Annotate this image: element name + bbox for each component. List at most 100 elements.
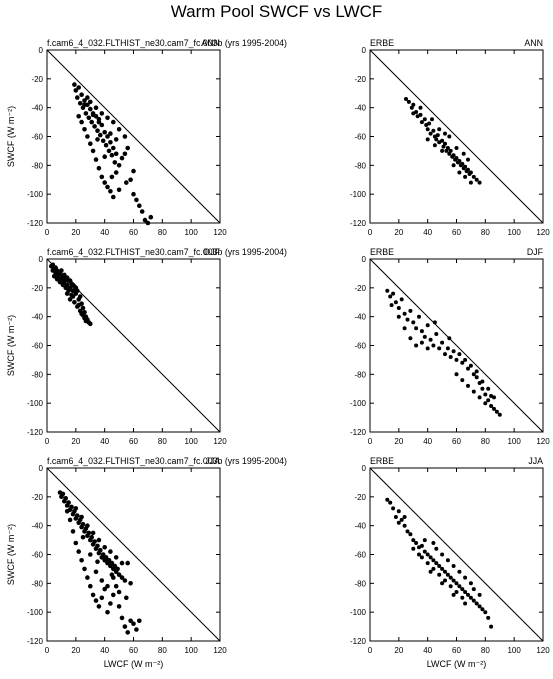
data-point (125, 630, 130, 635)
data-point (431, 128, 436, 133)
data-point (89, 534, 94, 540)
data-point (454, 372, 459, 377)
data-point (113, 555, 119, 560)
data-point (425, 346, 430, 351)
data-point (448, 575, 453, 580)
data-point (86, 530, 92, 536)
panel-left-label: ERBE (370, 38, 394, 48)
data-point (70, 529, 76, 534)
data-point (57, 279, 63, 285)
data-point (50, 262, 56, 268)
data-point (457, 584, 462, 589)
data-point (85, 575, 90, 580)
data-point (90, 148, 96, 154)
x-tick-label: 80 (158, 228, 167, 237)
data-point (128, 618, 133, 624)
data-point (451, 592, 456, 597)
data-point (422, 117, 427, 122)
x-tick-label: 40 (423, 646, 432, 655)
data-point (460, 378, 465, 383)
x-axis-label: LWCF (W m⁻²) (427, 659, 487, 669)
panel-3: 0 20 40 60 80 100 120 0 -20 -40 -60 -80 -100 -120 f.ca… (6, 247, 287, 446)
data-point (454, 146, 459, 150)
y-tick-label: -100 (350, 190, 367, 199)
data-point (63, 496, 68, 501)
x-tick-label: 60 (452, 228, 461, 237)
data-point (108, 131, 113, 136)
panel-right-label: JJA (205, 456, 220, 466)
data-point (396, 520, 401, 525)
data-point (427, 121, 432, 126)
data-point (131, 191, 136, 197)
data-point (69, 504, 74, 510)
data-point (113, 137, 119, 142)
data-point (109, 152, 115, 158)
data-point (148, 214, 154, 220)
data-point (471, 389, 476, 394)
data-point (67, 517, 73, 523)
y-tick-label: -20 (31, 493, 43, 502)
data-point (428, 337, 433, 342)
data-point (95, 137, 100, 142)
x-tick-label: 20 (394, 437, 403, 446)
data-point (96, 165, 102, 171)
data-point (388, 500, 393, 505)
data-point (82, 98, 87, 103)
data-point (99, 174, 105, 180)
data-point (440, 340, 445, 345)
data-point (463, 357, 468, 362)
data-point (411, 546, 416, 551)
y-tick-label: -100 (27, 608, 44, 617)
data-point (96, 537, 102, 543)
data-point (457, 159, 462, 163)
data-point (124, 595, 129, 601)
data-point (422, 549, 427, 554)
data-point (79, 558, 84, 563)
data-point (428, 555, 433, 560)
data-point (122, 151, 128, 157)
data-point (486, 615, 491, 620)
data-point (402, 515, 407, 519)
data-point (463, 601, 468, 606)
data-point (113, 583, 119, 589)
data-point (435, 133, 440, 138)
data-point (408, 532, 413, 537)
x-tick-label: 100 (184, 646, 198, 655)
x-tick-label: 60 (129, 646, 138, 655)
data-point (115, 566, 120, 572)
data-point (414, 541, 419, 545)
data-point (443, 352, 447, 357)
data-point (116, 589, 122, 595)
y-tick-label: -40 (31, 104, 43, 113)
data-point (431, 558, 436, 563)
scatter-series (385, 288, 502, 417)
data-point (98, 547, 103, 553)
data-point (54, 276, 60, 282)
data-point (85, 95, 90, 100)
x-tick-label: 120 (213, 228, 227, 237)
data-point (70, 294, 76, 299)
data-point (425, 137, 430, 142)
scatter-series (57, 490, 142, 635)
y-tick-label: 0 (362, 46, 367, 55)
panel-left-label: f.cam6_4_032.FLTHIST_ne30.cam7_fc.003b (… (47, 38, 287, 48)
data-point (79, 514, 84, 520)
data-point (443, 569, 447, 574)
scatter-series (404, 97, 482, 185)
y-tick-label: -40 (31, 522, 43, 531)
data-point (88, 321, 93, 327)
data-point (85, 523, 90, 528)
panel-6: 0 20 40 60 80 100 120 0 -20 -40 -60 -80 -100 -120 ERBE… (350, 456, 550, 669)
data-point (483, 392, 488, 397)
data-point (454, 581, 459, 586)
data-point (95, 559, 100, 564)
data-point (463, 575, 468, 580)
data-point (137, 618, 142, 624)
data-point (471, 174, 476, 179)
figure-title: Warm Pool SWCF vs LWCF (170, 2, 383, 21)
x-tick-label: 40 (100, 646, 109, 655)
data-point (399, 297, 404, 302)
data-point (88, 141, 93, 146)
y-tick-label: 0 (39, 464, 44, 473)
